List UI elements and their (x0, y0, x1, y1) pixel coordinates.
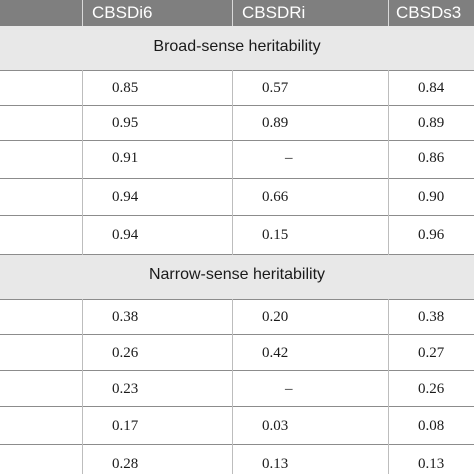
row-divider (0, 406, 474, 407)
table-cell: 0.42 (262, 345, 289, 361)
section-title-broad-sense: Broad-sense heritability (153, 38, 321, 55)
table-cell: 0.15 (262, 227, 289, 243)
column-divider (388, 299, 389, 474)
table-cell: 0.08 (418, 418, 445, 434)
table-cell: 0.23 (112, 381, 139, 397)
table-row: 0.26 0.42 0.27 (0, 336, 474, 370)
table-cell: 0.89 (418, 115, 445, 131)
table-row: 0.94 0.15 0.96 (0, 218, 474, 252)
table-cell: 0.96 (418, 227, 445, 243)
table-cell: 0.13 (418, 456, 445, 472)
row-divider (0, 254, 474, 255)
column-divider (232, 70, 233, 255)
table-cell: 0.57 (262, 80, 289, 96)
table-cell: 0.03 (262, 418, 289, 434)
table-cell: 0.91 (112, 150, 139, 166)
row-divider (0, 444, 474, 445)
table-cell: 0.94 (112, 227, 139, 243)
row-divider (0, 370, 474, 371)
row-divider (0, 299, 474, 300)
table-cell: 0.84 (418, 80, 445, 96)
table-cell: 0.86 (418, 150, 445, 166)
section-band: Broad-sense heritability (0, 26, 474, 70)
table-row: 0.23 – 0.26 (0, 372, 474, 406)
header-divider (232, 0, 233, 26)
header-divider (388, 0, 389, 26)
column-divider (388, 70, 389, 255)
row-divider (0, 140, 474, 141)
table-row: 0.94 0.66 0.90 (0, 180, 474, 214)
table-cell: 0.95 (112, 115, 139, 131)
table-cell: 0.26 (418, 381, 445, 397)
row-divider (0, 70, 474, 71)
table-cell: 0.28 (112, 456, 139, 472)
column-header-cbsdi6: CBSDi6 (92, 3, 153, 22)
table-row: 0.95 0.89 0.89 (0, 106, 474, 140)
row-divider (0, 215, 474, 216)
table-row: 0.91 – 0.86 (0, 141, 474, 175)
table-cell: 0.38 (418, 309, 445, 325)
column-header-cbsdri: CBSDRi (242, 3, 306, 22)
table-cell: 0.85 (112, 80, 139, 96)
section-title-narrow-sense: Narrow-sense heritability (148, 266, 326, 283)
row-divider (0, 334, 474, 335)
column-divider (82, 70, 83, 255)
table-cell: 0.17 (112, 418, 139, 434)
table-cell: – (285, 381, 293, 397)
table-cell: 0.38 (112, 309, 139, 325)
table-cell: 0.20 (262, 309, 289, 325)
header-divider (82, 0, 83, 26)
table-cell: 0.94 (112, 189, 139, 205)
table-cell: 0.27 (418, 345, 445, 361)
table-cell: – (285, 150, 293, 166)
table-row: 0.28 0.13 0.13 (0, 447, 474, 474)
row-divider (0, 105, 474, 106)
row-divider (0, 178, 474, 179)
table-cell: 0.89 (262, 115, 289, 131)
table-row: 0.85 0.57 0.84 (0, 71, 474, 105)
table-cell: 0.26 (112, 345, 139, 361)
table-row: 0.17 0.03 0.08 (0, 409, 474, 443)
table-cell: 0.13 (262, 456, 289, 472)
table-cell: 0.66 (262, 189, 289, 205)
column-divider (82, 299, 83, 474)
section-band: Narrow-sense heritability (0, 255, 474, 299)
table-cell: 0.90 (418, 189, 445, 205)
table-row: 0.38 0.20 0.38 (0, 300, 474, 334)
column-header-cbsds3: CBSDs3 (396, 3, 462, 22)
column-divider (232, 299, 233, 474)
table-header: CBSDi6 CBSDRi CBSDs3 (0, 0, 474, 26)
